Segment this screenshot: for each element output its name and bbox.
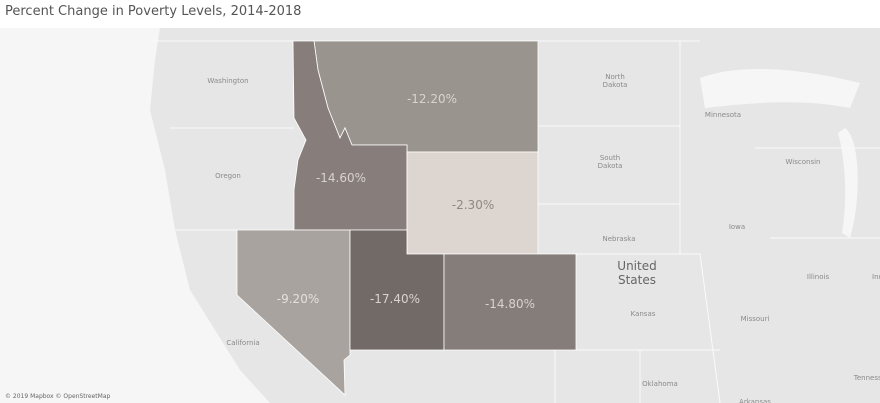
value-label: -12.20% bbox=[406, 92, 458, 106]
basemap-label: Iowa bbox=[728, 223, 746, 231]
basemap-label: Arkansas bbox=[739, 398, 771, 403]
value-label: -9.20% bbox=[276, 292, 320, 306]
basemap-label: Nebraska bbox=[602, 235, 636, 243]
basemap-label: California bbox=[226, 339, 260, 347]
basemap-label: Oregon bbox=[215, 172, 241, 180]
value-label: -2.30% bbox=[451, 198, 495, 212]
basemap bbox=[0, 28, 880, 403]
value-label: -14.80% bbox=[484, 297, 536, 311]
lake bbox=[700, 68, 860, 108]
basemap-label: United States bbox=[617, 259, 657, 287]
region[interactable] bbox=[292, 40, 408, 231]
title: Percent Change in Poverty Levels, 2014-2… bbox=[5, 4, 302, 19]
basemap-label: Oklahoma bbox=[642, 380, 678, 388]
borders bbox=[150, 40, 880, 403]
region[interactable] bbox=[443, 253, 577, 351]
basemap-label: Kansas bbox=[630, 310, 656, 318]
basemap-label: South Dakota bbox=[597, 154, 623, 170]
basemap-label: Missouri bbox=[740, 315, 770, 323]
basemap-label: North Dakota bbox=[602, 73, 628, 89]
basemap-label: Wisconsin bbox=[785, 158, 821, 166]
lake bbox=[838, 128, 858, 238]
map: -12.20% -14.60% -2.30% -9.20% -17.40% -14.80%… bbox=[0, 28, 880, 403]
basemap-label: Indiana bbox=[872, 273, 880, 281]
value-label: -14.60% bbox=[315, 171, 367, 185]
value-label: -17.40% bbox=[369, 292, 421, 306]
basemap-label: Illinois bbox=[806, 273, 830, 281]
attribution: © 2019 Mapbox © OpenStreetMap bbox=[5, 393, 111, 400]
basemap-label: Washington bbox=[207, 77, 249, 85]
basemap-label: Tennessee bbox=[853, 374, 880, 382]
basemap-label: Minnesota bbox=[704, 111, 742, 119]
